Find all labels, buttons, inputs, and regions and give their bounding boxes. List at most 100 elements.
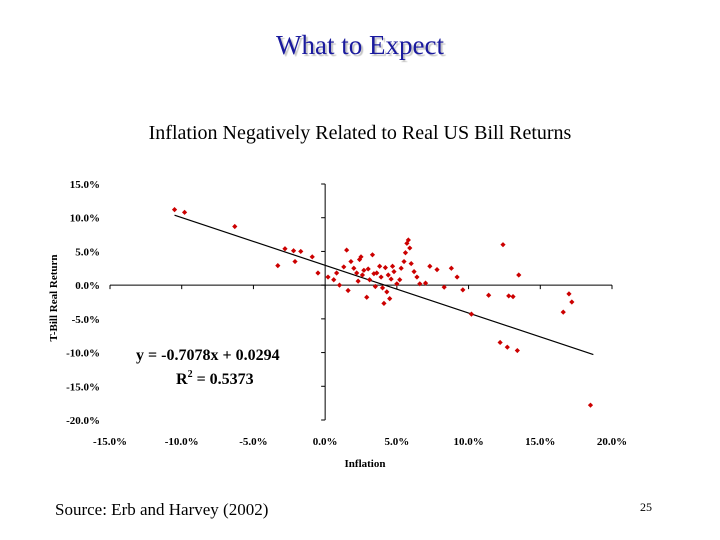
trendline [174, 214, 594, 356]
slide-title: What to Expect [276, 30, 444, 60]
data-point [275, 262, 281, 269]
data-point [569, 299, 575, 305]
data-point [385, 272, 391, 278]
data-point [365, 266, 371, 272]
data-point [315, 270, 321, 276]
r-squared-prefix: R [176, 371, 188, 388]
data-point [388, 276, 394, 282]
data-point [560, 309, 566, 315]
y-tick-label: -15.0% [66, 381, 100, 393]
data-point [290, 248, 297, 254]
data-point [454, 274, 460, 280]
data-point [402, 250, 409, 256]
data-point [391, 269, 397, 275]
data-point [341, 264, 347, 270]
data-point [359, 272, 366, 278]
data-point [348, 258, 354, 265]
data-point [394, 281, 400, 287]
r-squared-value: = 0.5373 [193, 371, 254, 388]
data-point [334, 270, 340, 276]
x-tick-label: -10.0% [165, 436, 199, 448]
y-tick-label: 0.0% [75, 280, 100, 292]
data-point [367, 277, 373, 283]
data-point [387, 296, 393, 302]
data-point [354, 270, 360, 276]
r-squared-exponent: 2 [188, 369, 193, 380]
data-point [411, 269, 417, 275]
page-number: 25 [640, 500, 652, 514]
x-tick-label: 0.0% [313, 436, 338, 448]
data-point [422, 280, 429, 286]
x-axis-label: Inflation [345, 458, 386, 470]
data-point [434, 267, 440, 273]
data-point [361, 267, 367, 273]
chart-title: Inflation Negatively Related to Real US … [148, 122, 572, 144]
data-point [292, 258, 298, 265]
data-point [486, 292, 492, 298]
data-point [382, 265, 388, 271]
data-point [369, 252, 376, 258]
data-point [384, 289, 390, 295]
data-point [389, 263, 396, 269]
y-tick-label: -5.0% [72, 314, 100, 326]
x-tick-label: 20.0% [597, 436, 627, 448]
data-point [374, 270, 380, 276]
trendline-layer [174, 214, 594, 356]
data-point [407, 245, 413, 251]
points-layer [171, 207, 594, 408]
trendline-equation: y = -0.7078x + 0.0294 [136, 347, 280, 364]
data-point [398, 265, 404, 271]
data-point [405, 237, 411, 243]
source-note: Source: Erb and Harvey (2002) [55, 500, 269, 519]
data-point [336, 282, 343, 288]
data-point [468, 311, 475, 317]
data-point [379, 285, 386, 291]
data-point [351, 265, 357, 271]
data-point [282, 246, 288, 252]
x-tick-label: -15.0% [93, 436, 127, 448]
data-point [378, 274, 384, 280]
y-tick-label: -10.0% [66, 348, 100, 360]
data-point [417, 281, 423, 287]
data-point [331, 277, 337, 283]
data-point [181, 209, 188, 215]
y-tick-label: 10.0% [70, 213, 100, 225]
data-point [408, 260, 414, 267]
y-tick-label: 5.0% [75, 246, 100, 258]
data-point [397, 277, 403, 283]
data-point [381, 300, 387, 306]
labels-layer: 15.0% 10.0% 5.0% 0.0% -5.0% -10.0% -15.0% -20.0… [66, 179, 627, 448]
data-point [441, 284, 447, 290]
data-point [171, 207, 178, 213]
data-point [427, 263, 433, 269]
data-point [414, 274, 420, 280]
axes-layer [109, 183, 613, 421]
data-point [345, 287, 351, 294]
x-tick-label: 15.0% [525, 436, 555, 448]
data-point [344, 247, 350, 253]
y-axis-label: T-Bill Real Return [48, 255, 60, 342]
x-tick-label: 10.0% [453, 436, 483, 448]
y-tick-label: -20.0% [66, 415, 100, 427]
data-point [506, 293, 512, 299]
data-point [355, 278, 361, 284]
data-point [510, 294, 516, 300]
data-point [500, 242, 506, 248]
data-point [356, 256, 363, 263]
data-point [372, 283, 378, 290]
data-point [325, 274, 331, 280]
data-point [504, 344, 510, 350]
y-tick-label: 15.0% [70, 179, 100, 191]
data-point [377, 263, 383, 269]
data-point [232, 223, 238, 230]
data-point [364, 294, 370, 300]
data-point [516, 272, 522, 278]
data-point [298, 248, 304, 255]
data-point [401, 258, 407, 265]
data-point [448, 265, 454, 271]
data-point [358, 254, 364, 260]
data-point [497, 339, 503, 346]
data-point [309, 254, 315, 260]
data-point [460, 287, 466, 293]
